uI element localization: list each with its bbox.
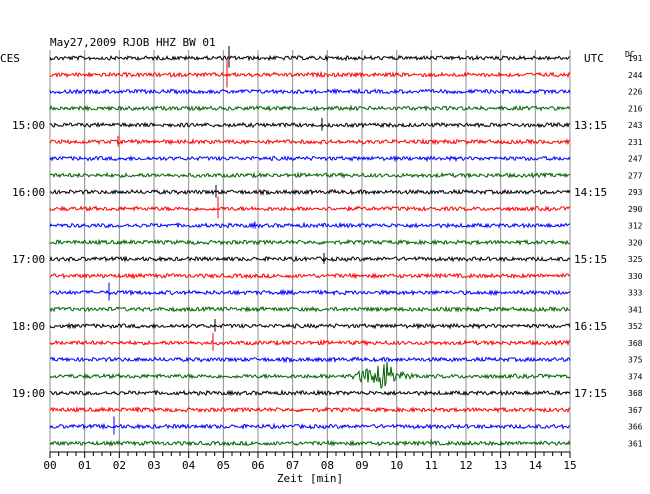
- dc-value-row-11: 320: [628, 238, 643, 247]
- trace-row-16: [49, 319, 571, 332]
- x-tick-label-03: 03: [147, 459, 160, 472]
- dc-value-row-22: 366: [628, 423, 643, 432]
- dc-value-row-12: 325: [628, 255, 643, 264]
- trace-row-4: [49, 118, 571, 131]
- dc-value-row-7: 277: [628, 171, 643, 180]
- trace-row-11: [49, 238, 571, 246]
- x-tick-label-05: 05: [217, 459, 230, 472]
- dc-value-row-8: 293: [628, 188, 643, 197]
- x-tick-label-08: 08: [321, 459, 334, 472]
- trace-row-2: [49, 87, 571, 96]
- right-time-label-1715: 17:15: [574, 387, 607, 400]
- trace-row-0: [49, 46, 571, 68]
- trace-row-18: [49, 356, 571, 364]
- trace-row-1: [49, 58, 571, 88]
- dc-value-row-19: 374: [628, 372, 643, 381]
- x-tick-label-09: 09: [355, 459, 368, 472]
- x-tick-label-06: 06: [251, 459, 264, 472]
- right-time-label-1315: 13:15: [574, 119, 607, 132]
- x-tick-label-10: 10: [390, 459, 403, 472]
- right-time-label-1515: 15:15: [574, 253, 607, 266]
- trace-row-23: [49, 439, 571, 447]
- left-time-label-1600: 16:00: [12, 186, 45, 199]
- trace-row-3: [49, 104, 571, 112]
- label-layer: May27,2009 RJOB HHZ BW 01 CES UTC DC Zei…: [0, 36, 643, 485]
- trace-row-14: [49, 282, 571, 301]
- left-axis-label: CES: [0, 52, 20, 65]
- x-tick-label-13: 13: [494, 459, 507, 472]
- dc-value-row-20: 368: [628, 389, 643, 398]
- trace-row-6: [49, 155, 571, 163]
- right-axis-label: UTC: [584, 52, 604, 65]
- trace-row-9: [49, 196, 571, 219]
- left-time-label-1800: 18:00: [12, 320, 45, 333]
- x-axis-label: Zeit [min]: [277, 472, 343, 485]
- grid-lines: [49, 50, 571, 458]
- dc-value-row-10: 312: [628, 222, 643, 231]
- x-tick-label-14: 14: [529, 459, 543, 472]
- trace-row-15: [49, 305, 571, 313]
- dc-value-row-0: 191: [628, 54, 643, 63]
- trace-row-17: [49, 332, 571, 351]
- trace-row-5: [49, 135, 571, 147]
- dc-value-row-1: 244: [628, 71, 643, 80]
- dc-value-row-16: 352: [628, 322, 643, 331]
- x-tick-label-15: 15: [563, 459, 576, 472]
- x-tick-label-11: 11: [425, 459, 438, 472]
- chart-title: May27,2009 RJOB HHZ BW 01: [50, 36, 216, 49]
- dc-value-row-14: 333: [628, 289, 643, 298]
- dc-value-row-18: 375: [628, 356, 643, 365]
- left-time-label-1500: 15:00: [12, 119, 45, 132]
- trace-layer: [49, 46, 571, 447]
- right-time-label-1615: 16:15: [574, 320, 607, 333]
- dc-value-row-21: 367: [628, 406, 643, 415]
- trace-row-8: [49, 185, 571, 198]
- dc-value-row-5: 231: [628, 138, 643, 147]
- x-tick-label-12: 12: [459, 459, 472, 472]
- trace-row-21: [49, 405, 571, 414]
- x-tick-label-00: 00: [43, 459, 56, 472]
- trace-row-10: [49, 221, 571, 229]
- trace-row-7: [49, 171, 571, 179]
- right-time-label-1415: 14:15: [574, 186, 607, 199]
- dc-value-row-9: 290: [628, 205, 643, 214]
- dc-value-row-3: 216: [628, 104, 643, 113]
- dc-value-row-13: 330: [628, 272, 643, 281]
- left-time-label-1900: 19:00: [12, 387, 45, 400]
- dc-value-row-17: 368: [628, 339, 643, 348]
- x-tick-label-07: 07: [286, 459, 299, 472]
- trace-row-22: [49, 416, 571, 435]
- x-tick-label-02: 02: [113, 459, 126, 472]
- dc-value-row-6: 247: [628, 155, 643, 164]
- trace-row-13: [49, 272, 571, 280]
- x-tick-label-01: 01: [78, 459, 91, 472]
- trace-row-20: [49, 389, 571, 397]
- dc-value-row-2: 226: [628, 88, 643, 97]
- dc-value-row-15: 341: [628, 305, 643, 314]
- left-time-label-1700: 17:00: [12, 253, 45, 266]
- dc-value-row-4: 243: [628, 121, 643, 130]
- dc-value-row-23: 361: [628, 439, 643, 448]
- trace-row-12: [49, 253, 571, 264]
- x-tick-label-04: 04: [182, 459, 196, 472]
- trace-row-19: [49, 361, 571, 389]
- dc-column-label: DC: [625, 50, 635, 59]
